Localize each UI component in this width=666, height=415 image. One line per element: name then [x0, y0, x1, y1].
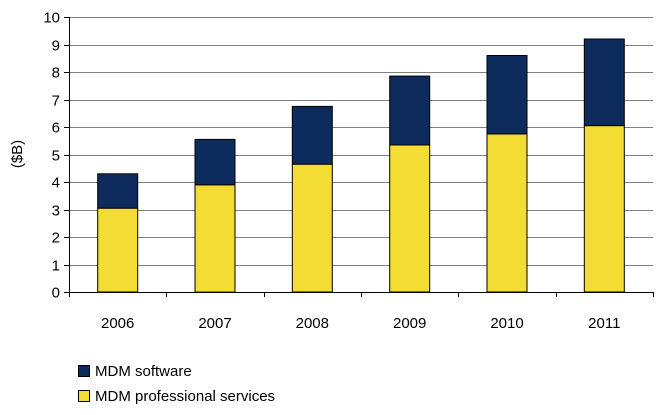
x-tick-label: 2008 [296, 315, 329, 332]
bar-segment-software-2010 [486, 55, 528, 135]
y-tick-label: 5 [52, 148, 60, 165]
legend-label-software: MDM software [95, 362, 192, 380]
x-tick-label: 2006 [101, 315, 134, 332]
bar-segment-software-2008 [291, 105, 333, 165]
y-tick-label: 9 [52, 38, 60, 55]
y-tick-label: 8 [52, 65, 60, 82]
y-tick-label: 4 [52, 175, 60, 192]
legend-item-software: MDM software [78, 360, 275, 382]
bar-segment-services-2008 [291, 163, 333, 293]
bar-segment-services-2010 [486, 133, 528, 293]
y-tick-label: 2 [52, 230, 60, 247]
y-tick-label: 6 [52, 120, 60, 137]
legend-label-services: MDM professional services [95, 387, 276, 405]
bar-segment-services-2006 [97, 207, 139, 293]
tick-labels: 0 1 2 3 4 5 6 7 8 9 10 2006 2007 2008 2009 2010 2011 [43, 10, 620, 333]
bar-segment-services-2011 [583, 125, 625, 293]
x-tick-label: 2010 [490, 315, 523, 332]
y-tick-label: 10 [43, 10, 60, 27]
legend-swatch-services [78, 390, 90, 402]
x-tick-label: 2009 [393, 315, 426, 332]
bars [97, 38, 625, 293]
y-tick-label: 7 [52, 93, 60, 110]
bar-segment-software-2006 [97, 173, 139, 209]
legend: MDM software MDM professional services [78, 360, 275, 410]
bar-segment-services-2007 [194, 184, 236, 293]
y-tick-label: 3 [52, 203, 60, 220]
bar-segment-software-2007 [194, 138, 236, 186]
bar-segment-services-2009 [389, 144, 431, 293]
y-axis-label: ($B) [9, 140, 26, 168]
y-tick-label: 1 [52, 258, 60, 275]
grid-lines [69, 17, 653, 266]
x-tick-label: 2007 [198, 315, 231, 332]
bar-segment-software-2009 [389, 75, 431, 146]
legend-item-services: MDM professional services [78, 385, 275, 407]
axes [64, 17, 654, 297]
y-tick-label: 0 [52, 285, 60, 302]
legend-swatch-software [78, 365, 90, 377]
x-tick-label: 2011 [588, 315, 620, 332]
bar-segment-software-2011 [583, 38, 625, 127]
